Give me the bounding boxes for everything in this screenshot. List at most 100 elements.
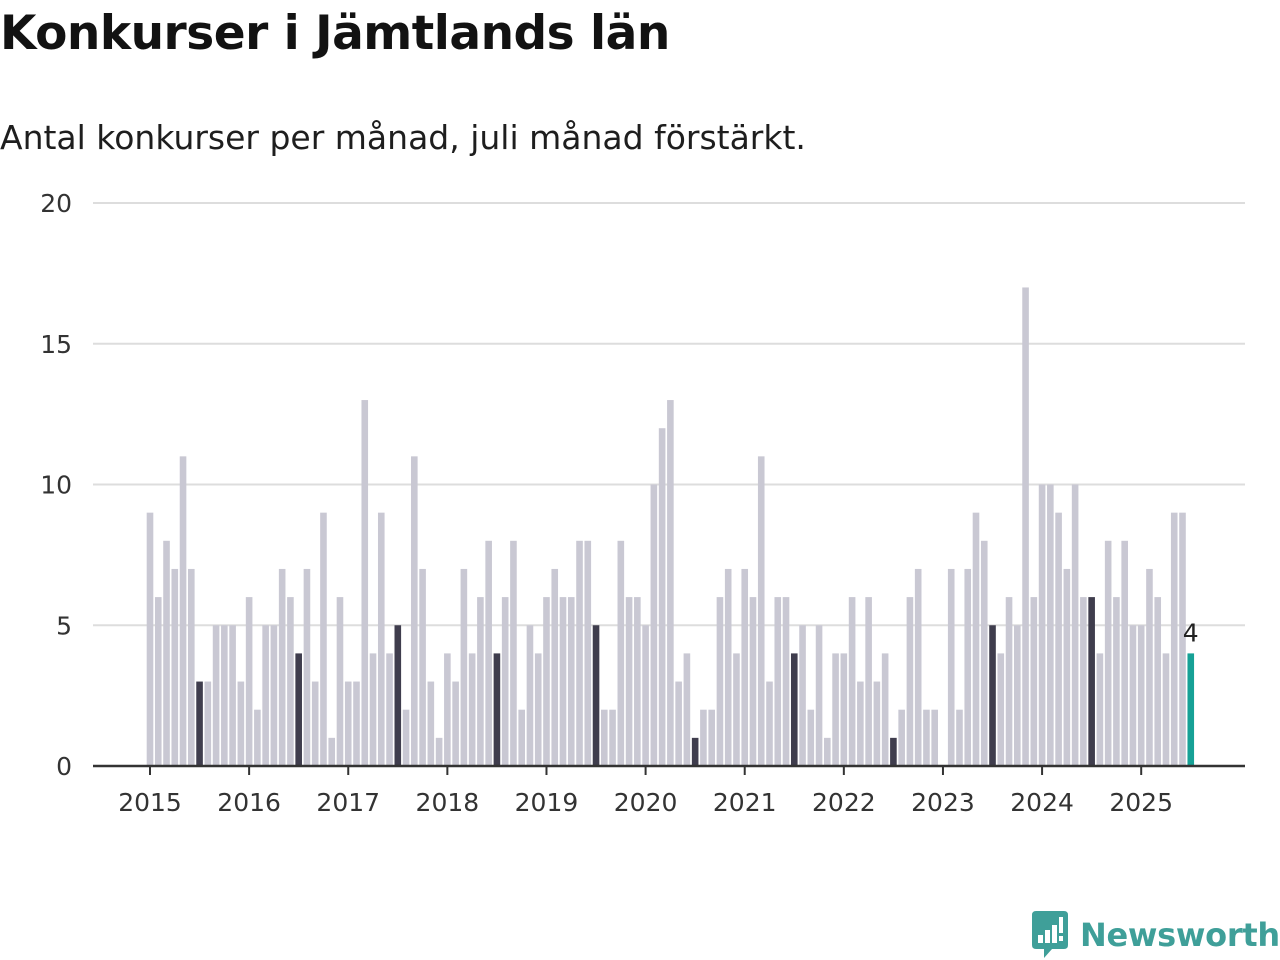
bar — [980, 540, 988, 766]
bar — [386, 653, 393, 766]
bar — [534, 653, 542, 766]
bar — [320, 512, 327, 766]
bar — [890, 737, 897, 766]
bar — [146, 512, 154, 766]
bar — [931, 709, 938, 766]
bar — [427, 681, 435, 766]
x-tick-label: 2023 — [911, 788, 975, 817]
bar — [501, 597, 509, 766]
y-tick-label: 20 — [40, 189, 72, 218]
bar — [774, 597, 782, 766]
bar — [567, 597, 575, 766]
bar — [947, 568, 955, 766]
bar — [394, 625, 402, 766]
bar — [625, 597, 633, 766]
bar — [295, 653, 302, 766]
bar — [1137, 625, 1145, 766]
x-axis: 2015 2016 2017 2018 2019 2020 2021 2022 2023 2024… — [93, 764, 1245, 817]
bar — [906, 597, 914, 766]
bar — [1113, 597, 1120, 766]
bar — [419, 568, 426, 766]
bar — [1030, 597, 1038, 766]
x-tick-label: 2024 — [1010, 788, 1074, 817]
bar — [914, 568, 922, 766]
bar — [997, 653, 1005, 766]
x-tick-label: 2018 — [416, 788, 480, 817]
last-value-label: 4 — [1183, 618, 1199, 647]
bar — [229, 625, 236, 766]
bar — [857, 681, 864, 766]
bar — [1038, 484, 1046, 766]
bar — [336, 597, 344, 766]
brand-name: Newsworthy — [1080, 916, 1280, 954]
bar — [311, 681, 319, 766]
bar — [1096, 653, 1104, 766]
bar — [477, 597, 484, 766]
x-tick-label: 2019 — [515, 788, 579, 817]
bar — [278, 568, 286, 766]
bar — [741, 568, 749, 766]
bar — [840, 653, 848, 766]
bar — [361, 400, 369, 766]
bar — [303, 568, 311, 766]
bar-chart: 0 5 10 15 20 2015 2016 2017 2018 2019 2020 2021 202… — [40, 189, 1245, 817]
chart-title: Konkurser i Jämtlands län — [0, 6, 670, 61]
bar — [873, 681, 881, 766]
bar — [700, 709, 707, 766]
bar — [254, 709, 261, 766]
bar — [832, 653, 839, 766]
bar — [799, 625, 806, 766]
bar — [328, 737, 336, 766]
bar — [749, 597, 757, 766]
bar — [1063, 568, 1071, 766]
x-tick-label: 2020 — [614, 788, 678, 817]
bar — [658, 428, 666, 766]
bar — [592, 625, 600, 766]
bar — [956, 709, 963, 766]
bar — [485, 540, 492, 766]
chart-subtitle: Antal konkurser per månad, juli månad fö… — [0, 118, 806, 157]
x-tick-label: 2017 — [316, 788, 380, 817]
bar — [1104, 540, 1112, 766]
bar — [716, 597, 724, 766]
bar — [543, 597, 550, 766]
bar — [1187, 653, 1195, 766]
bar — [1014, 625, 1021, 766]
bar — [1005, 597, 1013, 766]
bar — [559, 597, 567, 766]
bar — [609, 709, 616, 766]
bar — [518, 709, 525, 766]
bar — [460, 568, 468, 766]
bar — [188, 568, 195, 766]
chart-bubble-icon — [1032, 911, 1068, 958]
bar — [163, 540, 170, 766]
bar — [1129, 625, 1137, 766]
bar — [510, 540, 517, 766]
bar — [369, 653, 377, 766]
bar — [353, 681, 360, 766]
bar — [584, 540, 592, 766]
bar — [468, 653, 476, 766]
bar — [1121, 540, 1128, 766]
bar — [782, 597, 790, 766]
bar — [634, 597, 641, 766]
bar — [766, 681, 773, 766]
bar — [526, 625, 534, 766]
bar — [551, 568, 559, 766]
y-tick-label: 15 — [40, 330, 72, 359]
bars — [146, 287, 1195, 766]
x-tick-label: 2025 — [1109, 788, 1173, 817]
bar — [1022, 287, 1029, 766]
bar — [262, 625, 269, 766]
bar — [287, 597, 294, 766]
bar — [179, 456, 187, 766]
bar — [757, 456, 765, 766]
bar — [154, 597, 162, 766]
x-tick-label: 2022 — [812, 788, 876, 817]
x-tick-label: 2015 — [118, 788, 182, 817]
bar — [444, 653, 451, 766]
bar — [675, 681, 682, 766]
newsworthy-logo: Newsworthy — [1030, 910, 1280, 960]
bar — [733, 653, 740, 766]
bar — [824, 737, 831, 766]
